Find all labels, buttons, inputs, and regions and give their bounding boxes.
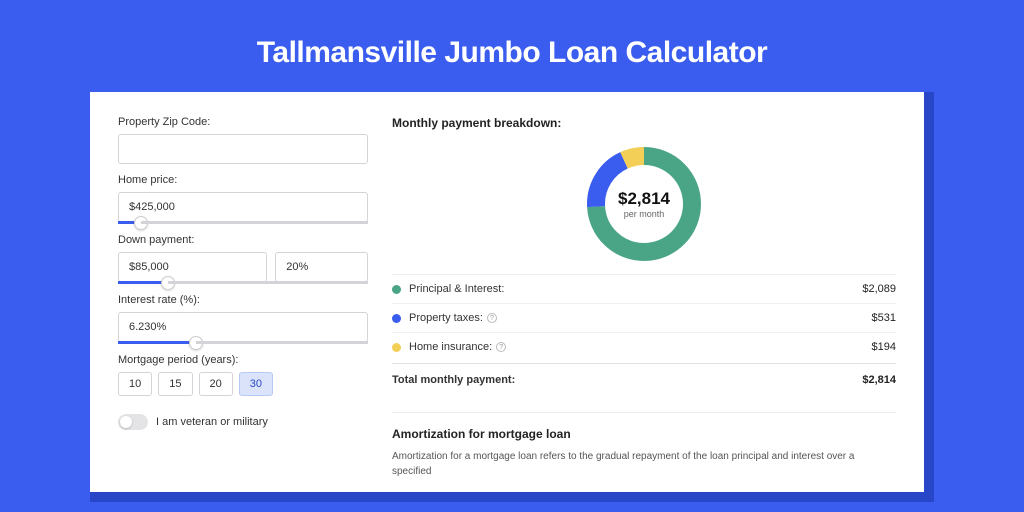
home-price-input[interactable] [118,192,368,222]
down-payment-amount-input[interactable] [118,252,267,282]
period-option-20[interactable]: 20 [199,372,233,396]
donut-chart: $2,814 per month [392,138,896,274]
amortization-title: Amortization for mortgage loan [392,427,896,441]
calculator-card: Property Zip Code: Home price: Down paym… [90,92,924,492]
legend-label-insurance-text: Home insurance: [409,341,492,353]
interest-rate-slider-thumb[interactable] [189,336,203,350]
period-option-30[interactable]: 30 [239,372,273,396]
info-icon[interactable]: ? [487,313,497,323]
legend-val-total: $2,814 [862,374,896,386]
down-payment-label: Down payment: [118,234,368,246]
amortization-section: Amortization for mortgage loan Amortizat… [392,412,896,479]
period-option-15[interactable]: 15 [158,372,192,396]
home-price-slider[interactable] [118,221,368,224]
down-payment-pct-input[interactable] [275,252,368,282]
legend-row-principal: Principal & Interest: $2,089 [392,274,896,303]
period-option-10[interactable]: 10 [118,372,152,396]
legend-dot-taxes [392,314,401,323]
legend-row-taxes: Property taxes: ? $531 [392,303,896,332]
legend-row-total: Total monthly payment: $2,814 [392,363,896,394]
interest-rate-input[interactable] [118,312,368,342]
zip-input[interactable] [118,134,368,164]
interest-rate-label: Interest rate (%): [118,294,368,306]
page-title: Tallmansville Jumbo Loan Calculator [0,0,1024,92]
form-panel: Property Zip Code: Home price: Down paym… [118,116,368,468]
donut-amount: $2,814 [618,189,670,209]
legend-dot-insurance [392,343,401,352]
legend-label-total: Total monthly payment: [392,374,862,386]
down-payment-slider-thumb[interactable] [161,276,175,290]
breakdown-title: Monthly payment breakdown: [392,116,896,130]
mortgage-period-label: Mortgage period (years): [118,354,368,366]
card-shadow: Property Zip Code: Home price: Down paym… [90,92,934,502]
down-payment-slider[interactable] [118,281,368,284]
home-price-label: Home price: [118,174,368,186]
legend-row-insurance: Home insurance: ? $194 [392,332,896,361]
info-icon[interactable]: ? [496,342,506,352]
legend-label-taxes-text: Property taxes: [409,312,483,324]
legend-label-principal: Principal & Interest: [409,283,862,295]
amortization-text: Amortization for a mortgage loan refers … [392,449,896,479]
legend-val-principal: $2,089 [862,283,896,295]
zip-label: Property Zip Code: [118,116,368,128]
breakdown-panel: Monthly payment breakdown: $2,814 per mo… [392,116,896,468]
mortgage-period-group: 10 15 20 30 [118,372,368,396]
veteran-label: I am veteran or military [156,416,268,428]
home-price-slider-thumb[interactable] [134,216,148,230]
legend-label-insurance: Home insurance: ? [409,341,872,353]
legend-label-taxes: Property taxes: ? [409,312,872,324]
veteran-toggle[interactable] [118,414,148,430]
legend-dot-principal [392,285,401,294]
donut-sub: per month [624,209,665,219]
legend-val-insurance: $194 [872,341,896,353]
interest-rate-slider[interactable] [118,341,368,344]
legend-val-taxes: $531 [872,312,896,324]
